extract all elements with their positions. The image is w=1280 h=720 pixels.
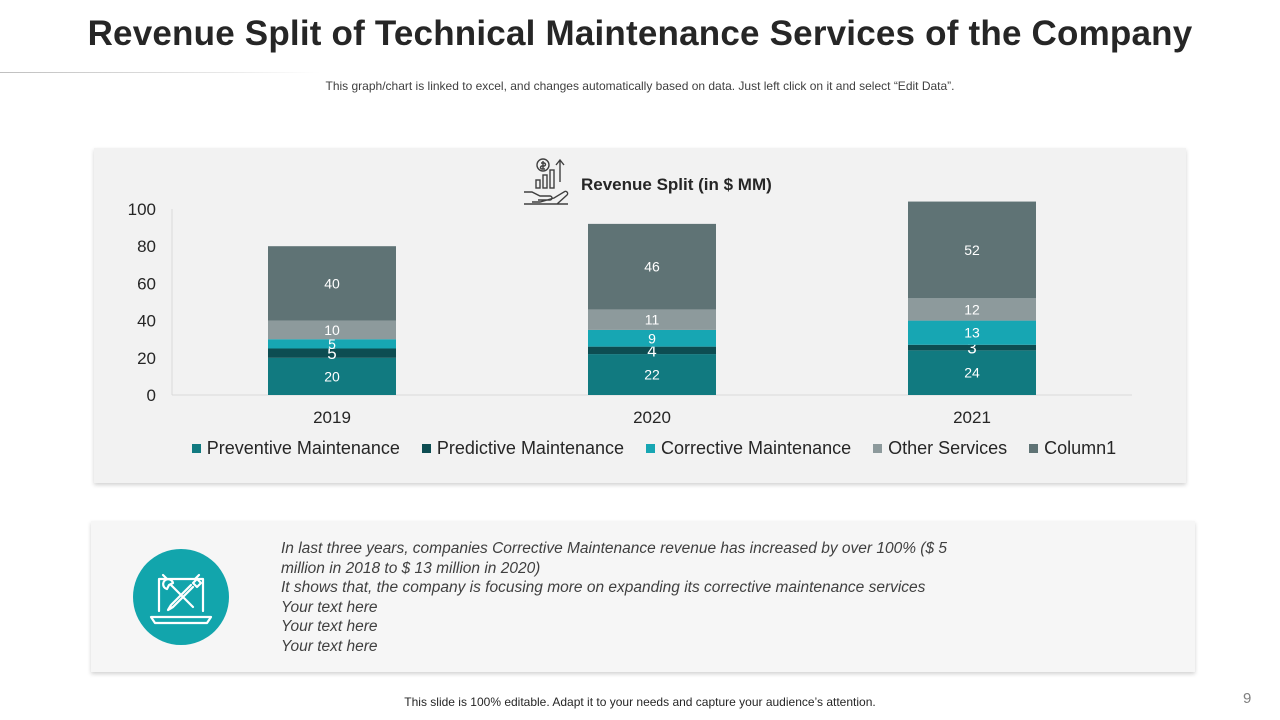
y-tick-label: 80 [137,237,156,256]
legend-item: Column1 [1029,438,1116,459]
data-label: 11 [645,312,660,328]
bar-segment[interactable] [268,357,396,395]
legend-label: Column1 [1044,438,1117,458]
insight-panel: In last three years, companies Correctiv… [91,521,1195,672]
legend-item: Preventive Maintenance [191,438,400,459]
slide-footer: This slide is 100% editable. Adapt it to… [404,695,876,709]
bar-segment[interactable] [908,298,1036,321]
page-number: 9 [1243,690,1252,707]
data-label: 46 [644,259,660,275]
data-label: 22 [644,367,660,383]
chart-title: Revenue Split (in $ MM) [581,175,772,194]
bar-segment[interactable] [268,320,396,340]
data-label: 24 [964,365,980,381]
bar-segment[interactable] [588,329,716,347]
data-label: 4 [647,341,656,360]
data-label: 13 [964,325,980,341]
insight-line: It shows that, the company is focusing m… [281,579,926,596]
legend-swatch [646,444,656,453]
bar-segment[interactable] [908,350,1036,395]
bar-segment[interactable] [588,309,716,330]
bar-segment[interactable] [908,201,1036,299]
y-tick-label: 40 [137,312,156,331]
bar-segment[interactable] [588,354,716,395]
legend-label: Predictive Maintenance [436,438,625,458]
legend-swatch [873,444,883,453]
data-label: 52 [964,242,980,258]
legend-item: Predictive Maintenance [421,438,625,459]
data-label: 3 [967,339,976,358]
insight-text: In last three years, companies Correctiv… [281,539,1001,656]
title-divider [0,72,320,73]
legend-swatch [1029,444,1039,453]
slide-title: Revenue Split of Technical Maintenance S… [87,14,1193,53]
data-label: 10 [324,322,340,338]
y-axis: 0 20 40 60 80 100 [128,200,173,405]
x-tick-label: 2020 [633,408,671,427]
data-label: 40 [324,275,340,291]
bar-segment[interactable] [268,246,396,321]
bar-segment[interactable] [908,320,1036,345]
money-growth-hand-icon [524,158,569,205]
legend-item: Other Services [873,438,1007,459]
y-tick-label: 100 [128,200,156,219]
bar-segment[interactable] [908,344,1036,351]
legend-item: Corrective Maintenance [646,438,851,459]
bar-segment[interactable] [268,348,396,358]
data-label: 9 [648,330,656,346]
insight-line: Your text here [281,598,378,616]
y-tick-label: 60 [137,274,156,293]
insight-line: million in 2018 to $ 13 million in 2020) [281,559,541,577]
x-axis: 2019 2020 2021 [172,394,1132,427]
insight-line: Your text here [281,618,378,635]
legend-swatch [421,444,431,453]
bar-segment[interactable] [588,346,716,355]
y-tick-label: 20 [137,349,156,368]
maintenance-tools-laptop-icon [133,549,229,645]
x-tick-label: 2021 [953,408,991,427]
chart-legend: Preventive Maintenance Predictive Mainten… [154,438,1154,459]
chart-panel[interactable]: Revenue Split (in $ MM) 0 20 40 60 80 100 201… [94,148,1186,483]
legend-label: Other Services [888,438,1008,458]
legend-label: Preventive Maintenance [206,438,400,458]
data-label: 12 [964,301,980,317]
bar-segment[interactable] [268,339,396,349]
legend-label: Corrective Maintenance [661,438,852,458]
bar-segment[interactable] [588,223,716,310]
slide-subtitle: This graph/chart is linked to excel, and… [325,79,955,93]
data-label: 20 [324,368,340,384]
data-label: 5 [327,344,336,363]
insight-line: In last three years, companies Correctiv… [281,540,947,557]
data-label: 5 [328,336,336,352]
x-tick-label: 2019 [313,408,351,427]
legend-swatch [191,444,201,453]
insight-line: Your text here [281,637,378,655]
y-tick-label: 0 [147,386,156,405]
